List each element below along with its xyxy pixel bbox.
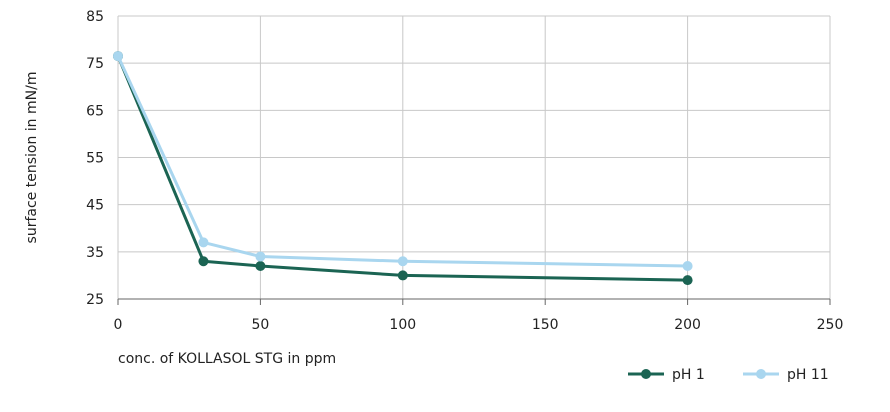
x-axis-title: conc. of KOLLASOL STG in ppm (118, 351, 336, 367)
y-tick-label: 75 (86, 56, 104, 72)
series-ph-11 (113, 51, 693, 271)
data-point-ph-11 (682, 260, 693, 271)
legend-item-ph-11: pH 11 (743, 367, 829, 383)
data-point-ph-1 (682, 275, 693, 286)
y-axis-title: surface tension in mN/m (24, 72, 40, 244)
data-point-ph-11 (198, 237, 209, 248)
legend-item-ph-1: pH 1 (628, 367, 705, 383)
data-point-ph-1 (198, 256, 209, 267)
y-tick-label: 35 (86, 245, 104, 261)
x-tick-label: 200 (674, 317, 701, 333)
x-tick-label: 50 (251, 317, 269, 333)
y-tick-label: 85 (86, 9, 104, 25)
data-point-ph-1 (397, 270, 408, 281)
x-tick-label: 250 (817, 317, 844, 333)
legend-marker-ph-1 (641, 369, 651, 379)
x-tick-label: 150 (532, 317, 559, 333)
legend-label-ph-11: pH 11 (787, 367, 829, 383)
x-axis-ticks: 0 50 100 150 200 250 (114, 299, 844, 333)
grid (117, 15, 831, 299)
y-tick-label: 55 (86, 151, 104, 167)
legend: pH 1 pH 11 (628, 367, 829, 383)
y-tick-label: 45 (86, 198, 104, 214)
legend-label-ph-1: pH 1 (672, 367, 705, 383)
data-point-ph-1 (255, 260, 266, 271)
data-point-ph-11 (255, 251, 266, 262)
y-axis-ticks: 25 35 45 55 65 75 85 (86, 9, 104, 308)
y-tick-label: 65 (86, 103, 104, 119)
x-tick-label: 100 (389, 317, 416, 333)
legend-marker-ph-11 (756, 369, 766, 379)
x-tick-label: 0 (114, 317, 123, 333)
y-tick-label: 25 (86, 292, 104, 308)
data-point-ph-11 (397, 256, 408, 267)
data-point-ph-11 (113, 51, 123, 62)
series (113, 51, 693, 286)
